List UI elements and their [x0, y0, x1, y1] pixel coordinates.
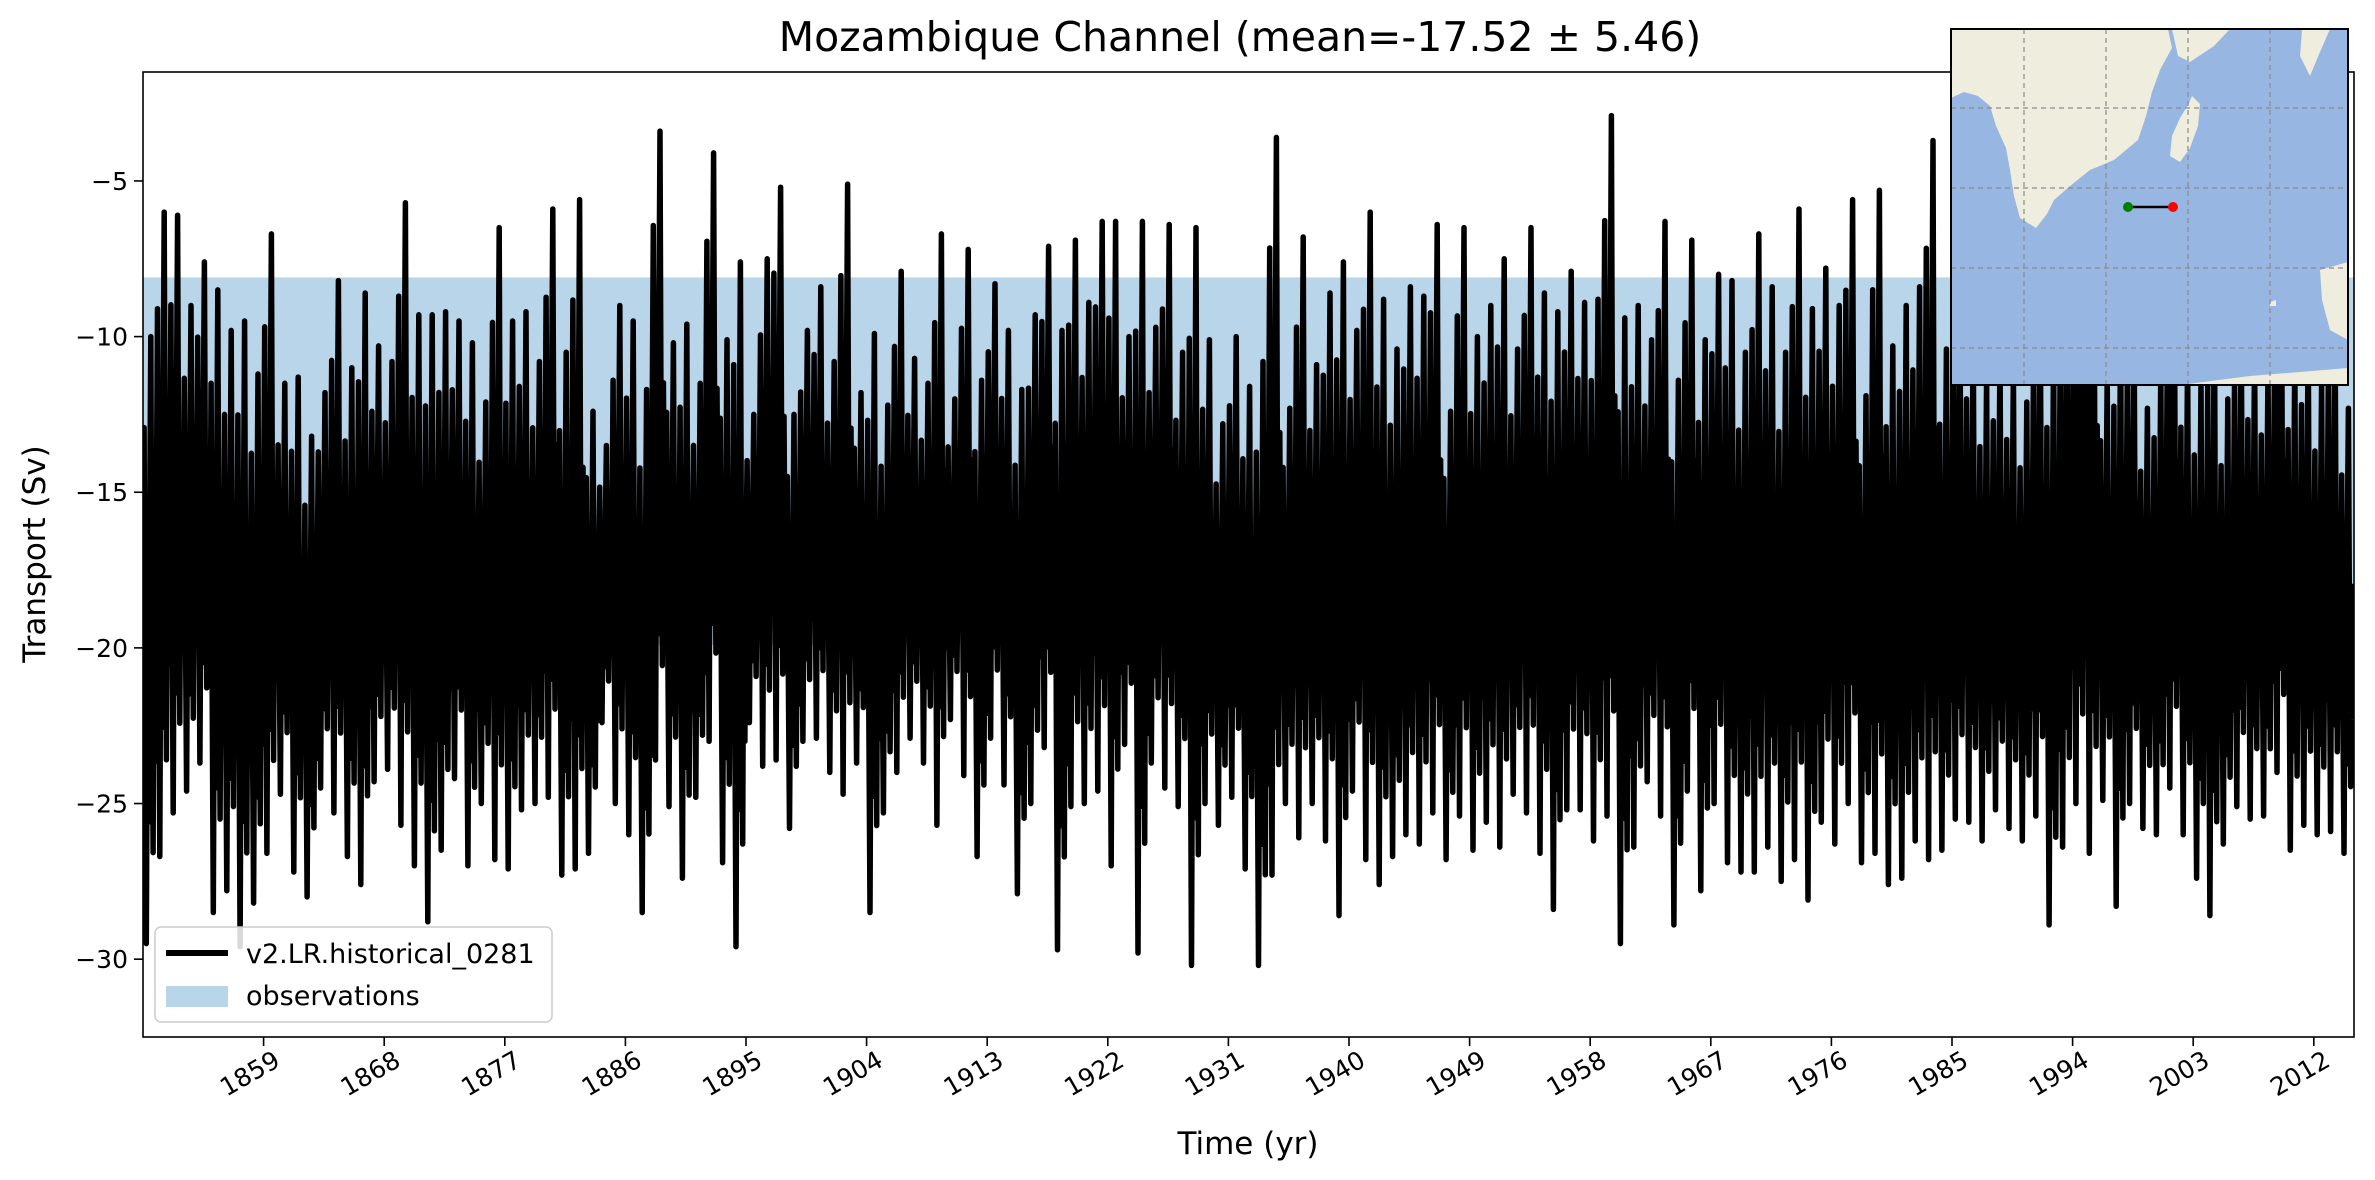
inset-map-land-islet: [2270, 300, 2276, 306]
y-tick-label: −30: [75, 945, 128, 974]
inset-map-land-antarctica: [2180, 368, 2348, 385]
legend-label-observations: observations: [246, 981, 420, 1012]
legend-swatch-observations: [166, 986, 228, 1007]
y-tick-label: −25: [75, 790, 128, 819]
inset-map-land-india: [2300, 29, 2330, 76]
y-axis-label: Transport (Sv): [17, 445, 53, 664]
legend-box: [154, 926, 553, 1023]
inset-map-land-australia: [2320, 262, 2348, 340]
legend-label-model: v2.LR.historical_0281: [246, 939, 535, 970]
inset-map-land-madagascar: [2170, 96, 2200, 162]
y-tick-label: −20: [75, 634, 128, 663]
y-axis: −5 −10 −15 −20 −25 −30: [75, 167, 143, 974]
plot-frame: [142, 71, 2355, 1038]
series-line-model: [143, 112, 2354, 969]
inset-map: [1950, 28, 2349, 386]
y-tick-label: −10: [75, 323, 128, 352]
y-tick-label: −15: [75, 478, 128, 507]
inset-map-land-arabia: [2172, 29, 2230, 62]
inset-map-section-start-marker: [2123, 202, 2133, 212]
inset-map-gridlines: [1951, 29, 2348, 385]
inset-map-land-africa: [1951, 29, 2172, 228]
chart-title: Mozambique Channel (mean=-17.52 ± 5.46): [779, 13, 1702, 61]
legend: v2.LR.historical_0281 observations: [154, 926, 553, 1023]
x-axis-label: Time (yr): [1177, 1126, 1319, 1162]
inset-map-frame: [1950, 28, 2349, 386]
y-tick-label: −5: [91, 167, 128, 196]
inset-map-section-end-marker: [2168, 202, 2178, 212]
